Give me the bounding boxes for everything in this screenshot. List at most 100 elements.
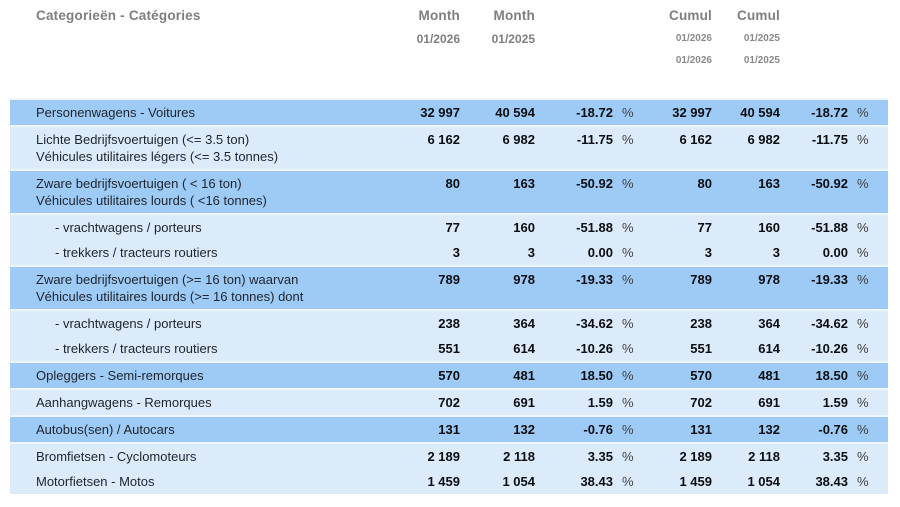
header-title-row: Categorieën - Catégories Month Month Cum… — [10, 0, 888, 26]
table-row: Aanhangwagens - Remorques 702 691 1.59 %… — [10, 388, 888, 415]
category-column-header: Categorieën - Catégories — [36, 8, 201, 23]
percent-sign: % — [857, 176, 869, 191]
category-label: - trekkers / tracteurs routiers — [55, 341, 218, 356]
table-row: - trekkers / tracteurs routiers 3 3 0.00… — [10, 240, 888, 265]
cumul-pct-value: 38.43 — [815, 474, 848, 489]
month-2026-value: 238 — [438, 316, 460, 331]
category-label: Zware bedrijfsvoertuigen (>= 16 ton) waa… — [36, 272, 304, 304]
cumul-pct-value: 3.35 — [822, 449, 848, 464]
cumul-2025-value: 2 118 — [748, 449, 780, 464]
header-dates-row-1: 01/2026 01/2025 01/2026 01/2025 — [10, 32, 888, 49]
cumul-2025-value: 978 — [758, 272, 780, 287]
cumul-pct-value: -11.75 — [811, 132, 848, 147]
month-2025-value: 2 118 — [503, 449, 535, 464]
header-dates-row-2: 01/2026 01/2025 — [10, 54, 888, 71]
table-row: Bromfietsen - Cyclomoteurs 2 189 2 118 3… — [10, 442, 888, 469]
percent-sign: % — [857, 341, 869, 356]
cumul-2025-value: 160 — [758, 220, 780, 235]
month-2026-value: 702 — [438, 395, 460, 410]
category-label: - vrachtwagens / porteurs — [55, 316, 202, 331]
month-pct-value: 1.59 — [587, 395, 613, 410]
percent-sign: % — [857, 245, 869, 260]
month-2025-value: 614 — [513, 341, 535, 356]
category-label: Aanhangwagens - Remorques — [36, 395, 212, 410]
month-2025-value: 6 982 — [502, 132, 535, 147]
month-2025-value: 481 — [513, 368, 535, 383]
month-2025-column-header: Month — [493, 8, 535, 23]
percent-sign: % — [622, 105, 634, 120]
cumul-2025-value: 364 — [758, 316, 780, 331]
cumul-pct-value: -34.62 — [811, 316, 848, 331]
percent-sign: % — [622, 368, 634, 383]
month-2025-value: 978 — [513, 272, 535, 287]
month-2026-value: 77 — [445, 220, 460, 235]
table-row: - vrachtwagens / porteurs 77 160 -51.88 … — [10, 213, 888, 240]
cumul-2026-column-header: Cumul — [669, 8, 712, 23]
category-label: Motorfietsen - Motos — [36, 474, 155, 489]
month-pct-value: -50.92 — [576, 176, 613, 191]
month-pct-value: -11.75 — [576, 132, 613, 147]
category-label: Opleggers - Semi-remorques — [36, 368, 204, 383]
percent-sign: % — [857, 105, 869, 120]
month-2026-value: 6 162 — [427, 132, 460, 147]
category-label: Zware bedrijfsvoertuigen ( < 16 ton) Véh… — [36, 176, 267, 208]
cumul-2026-value: 702 — [690, 395, 712, 410]
cumul-2026-value: 551 — [690, 341, 712, 356]
cumul-2025-value: 40 594 — [740, 105, 780, 120]
month-pct-value: -18.72 — [576, 105, 613, 120]
cumul-2026-value: 77 — [697, 220, 712, 235]
table-row: Motorfietsen - Motos 1 459 1 054 38.43 %… — [10, 469, 888, 494]
month-2026-value: 789 — [438, 272, 460, 287]
category-label: Autobus(sen) / Autocars — [36, 422, 175, 437]
month-pct-value: 38.43 — [580, 474, 613, 489]
cumul-2025-column-header: Cumul — [737, 8, 780, 23]
cumul-2025-value: 691 — [758, 395, 780, 410]
cumul-pct-value: -50.92 — [811, 176, 848, 191]
table-row: Personenwagens - Voitures 32 997 40 594 … — [10, 98, 888, 125]
percent-sign: % — [857, 395, 869, 410]
cumul-pct-value: 0.00 — [822, 245, 848, 260]
percent-sign: % — [622, 395, 634, 410]
month-pct-value: 3.35 — [587, 449, 613, 464]
month-2026-value: 2 189 — [427, 449, 460, 464]
month-2025-date-label: 01/2025 — [491, 32, 535, 46]
cumul-2026-value: 238 — [690, 316, 712, 331]
cumul-pct-value: 18.50 — [815, 368, 848, 383]
month-pct-value: -19.33 — [576, 272, 613, 287]
cumul-2026-value: 131 — [690, 422, 712, 437]
month-pct-value: 0.00 — [587, 245, 613, 260]
percent-sign: % — [857, 132, 869, 147]
table-row: Zware bedrijfsvoertuigen ( < 16 ton) Véh… — [10, 169, 888, 213]
percent-sign: % — [622, 132, 634, 147]
month-pct-value: -51.88 — [576, 220, 613, 235]
month-2026-value: 551 — [438, 341, 460, 356]
cumul-2026-value: 80 — [697, 176, 712, 191]
percent-sign: % — [622, 176, 634, 191]
cumul-2025-date-label: 01/2025 — [743, 55, 780, 66]
percent-sign: % — [857, 220, 869, 235]
month-2026-date-label: 01/2026 — [416, 32, 460, 46]
cumul-2025-value: 1 054 — [747, 474, 780, 489]
month-2025-value: 3 — [527, 245, 535, 260]
category-label: Bromfietsen - Cyclomoteurs — [36, 449, 197, 464]
report-content: Categorieën - Catégories Month Month Cum… — [10, 0, 888, 494]
table-row: Autobus(sen) / Autocars 131 132 -0.76 % … — [10, 415, 888, 442]
table-row: - trekkers / tracteurs routiers 551 614 … — [10, 336, 888, 361]
cumul-pct-value: -51.88 — [811, 220, 848, 235]
cumul-2026-value: 570 — [690, 368, 712, 383]
month-2026-value: 131 — [438, 422, 460, 437]
cumul-2026-value: 6 162 — [679, 132, 712, 147]
percent-sign: % — [857, 422, 869, 437]
month-pct-value: -10.26 — [576, 341, 613, 356]
cumul-2026-value: 789 — [690, 272, 712, 287]
month-2025-value: 132 — [513, 422, 535, 437]
month-2025-value: 160 — [513, 220, 535, 235]
cumul-2025-value: 614 — [758, 341, 780, 356]
percent-sign: % — [857, 368, 869, 383]
cumul-2026-value: 3 — [704, 245, 712, 260]
month-2026-value: 3 — [452, 245, 460, 260]
month-2026-column-header: Month — [418, 8, 460, 23]
percent-sign: % — [622, 272, 634, 287]
percent-sign: % — [622, 316, 634, 331]
